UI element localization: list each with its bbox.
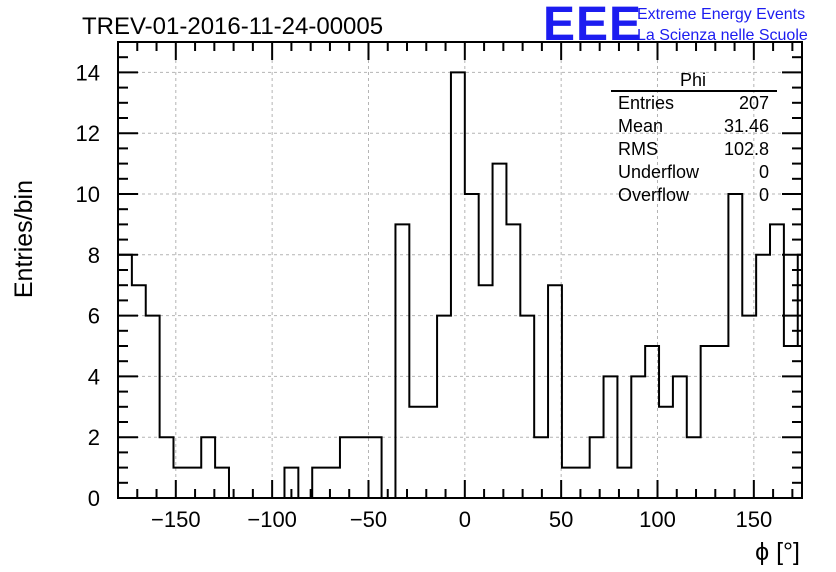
histogram-bin bbox=[493, 164, 507, 498]
stats-row-label: Mean bbox=[618, 116, 663, 136]
histogram-bin bbox=[701, 346, 715, 498]
stats-row-label: Entries bbox=[618, 93, 674, 113]
histogram-bin bbox=[146, 316, 160, 498]
plot-frame bbox=[117, 41, 803, 499]
stats-row-value: 0 bbox=[759, 185, 769, 205]
y-tick-label: 0 bbox=[88, 486, 100, 511]
histogram-bin bbox=[451, 72, 465, 498]
histogram-bin bbox=[590, 437, 604, 498]
histogram-bin bbox=[340, 437, 354, 498]
stats-box: Phi Entries 207 Mean 31.46 RMS 102.8 Underflow… bbox=[611, 70, 777, 205]
histogram-bin bbox=[395, 224, 409, 498]
x-axis-label: ϕ [°] bbox=[755, 538, 800, 566]
histogram-bin bbox=[160, 437, 174, 498]
eee-logo-line1: Extreme Energy Events bbox=[637, 6, 805, 23]
x-tick-label: −100 bbox=[247, 507, 297, 532]
histogram-bin bbox=[132, 285, 146, 498]
histogram-bin bbox=[728, 194, 742, 498]
histogram-bin bbox=[312, 468, 326, 498]
histogram-bin bbox=[215, 468, 229, 498]
y-axis-label: Entries/bin bbox=[10, 180, 38, 298]
stats-row-value: 31.46 bbox=[724, 116, 769, 136]
grid-lines bbox=[118, 42, 802, 498]
y-tick-label: 14 bbox=[76, 60, 100, 85]
histogram-bin bbox=[645, 346, 659, 498]
histogram-bin bbox=[562, 468, 576, 498]
histogram-bin bbox=[465, 194, 479, 498]
axis-tick-labels: −150 −100 −50 0 50 100 150 0 2 4 6 8 10 12 14 bbox=[76, 60, 773, 532]
x-tick-label: 100 bbox=[639, 507, 676, 532]
stats-row-value: 207 bbox=[739, 93, 769, 113]
histogram-bin bbox=[437, 316, 451, 498]
histogram-bin bbox=[548, 285, 562, 498]
histogram-bin bbox=[409, 407, 423, 498]
histogram-bin bbox=[326, 468, 340, 498]
histogram-bins bbox=[118, 72, 802, 498]
histogram-bin bbox=[201, 437, 215, 498]
axis-ticks bbox=[117, 41, 802, 499]
stats-row-label: Overflow bbox=[618, 185, 690, 205]
histogram-bin bbox=[631, 376, 645, 498]
y-tick-label: 8 bbox=[88, 243, 100, 268]
histogram-bin bbox=[423, 407, 437, 498]
histogram-bin bbox=[770, 224, 784, 498]
histogram-line bbox=[118, 71, 802, 499]
y-tick-label: 6 bbox=[88, 304, 100, 329]
histogram-bin bbox=[659, 407, 673, 498]
y-tick-label: 10 bbox=[76, 182, 100, 207]
stats-row-label: RMS bbox=[618, 139, 658, 159]
histogram-bin bbox=[520, 316, 534, 498]
histogram-bin bbox=[687, 437, 701, 498]
eee-logo-mark: EEE bbox=[543, 0, 642, 51]
y-tick-label: 2 bbox=[88, 425, 100, 450]
stats-row-value: 0 bbox=[759, 162, 769, 182]
x-tick-label: 0 bbox=[459, 507, 471, 532]
stats-row-value: 102.8 bbox=[724, 139, 769, 159]
histogram-bin bbox=[506, 224, 520, 498]
eee-logo-line2: La Scienza nelle Scuole bbox=[637, 27, 808, 44]
histogram-bin bbox=[715, 346, 729, 498]
stats-rows: Entries 207 Mean 31.46 RMS 102.8 Underflow 0 Ove… bbox=[618, 93, 769, 205]
eee-logo: EEE Extreme Energy Events La Scienza nel… bbox=[543, 0, 808, 51]
chart-title: TREV-01-2016-11-24-00005 bbox=[82, 13, 383, 40]
stats-box-title: Phi bbox=[680, 70, 706, 90]
x-tick-label: 150 bbox=[735, 507, 772, 532]
histogram-bin bbox=[534, 437, 548, 498]
y-tick-label: 12 bbox=[76, 121, 100, 146]
y-tick-label: 4 bbox=[88, 364, 100, 389]
stats-row-label: Underflow bbox=[618, 162, 700, 182]
histogram-bin bbox=[368, 437, 382, 498]
histogram-bin bbox=[576, 468, 590, 498]
x-tick-label: −50 bbox=[350, 507, 387, 532]
histogram-bin bbox=[479, 285, 493, 498]
x-tick-label: −150 bbox=[151, 507, 201, 532]
histogram-bin bbox=[354, 437, 368, 498]
x-tick-label: 50 bbox=[549, 507, 573, 532]
